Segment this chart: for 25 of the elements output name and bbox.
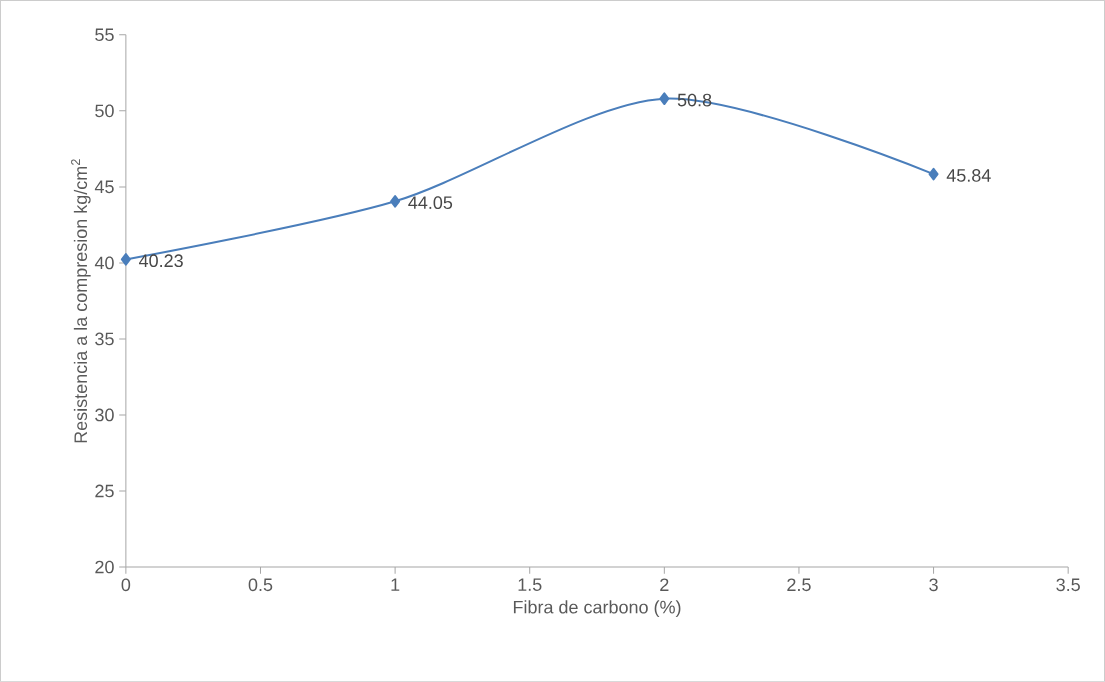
y-tick-label: 50	[95, 104, 114, 118]
data-label: 40.23	[139, 254, 183, 268]
point	[659, 92, 670, 106]
x-tick-label: 1.5	[518, 578, 542, 591]
x-tick-label: 1	[391, 578, 400, 591]
x-tick-label: 0	[121, 578, 131, 592]
y-tick-label: 25	[95, 484, 114, 498]
y-axis-title: Resistencia a la compresion kg/cm$^{2}$	[71, 159, 91, 443]
y-tick-label: 55	[95, 28, 114, 42]
y-tick-label: 35	[95, 332, 114, 346]
y-tick-label: 30	[95, 408, 114, 422]
data-label: 45.84	[946, 169, 991, 182]
x-tick-label: 3.5	[1056, 578, 1080, 592]
y-tick-label: 40	[94, 256, 114, 270]
point	[120, 253, 131, 266]
x-tick-label: 2.5	[787, 578, 811, 592]
y-tick-label: 20	[95, 560, 114, 574]
x-tick-label: 0.5	[248, 578, 273, 592]
x-tick-label: 2	[660, 578, 669, 592]
point	[928, 167, 939, 181]
x-tick-label: 3	[929, 578, 938, 592]
x-axis-title: Fibra de carbono (%)	[513, 600, 681, 618]
y-tick-label: 45	[94, 180, 114, 194]
data-label: 44.05	[408, 196, 453, 210]
point	[390, 195, 401, 208]
